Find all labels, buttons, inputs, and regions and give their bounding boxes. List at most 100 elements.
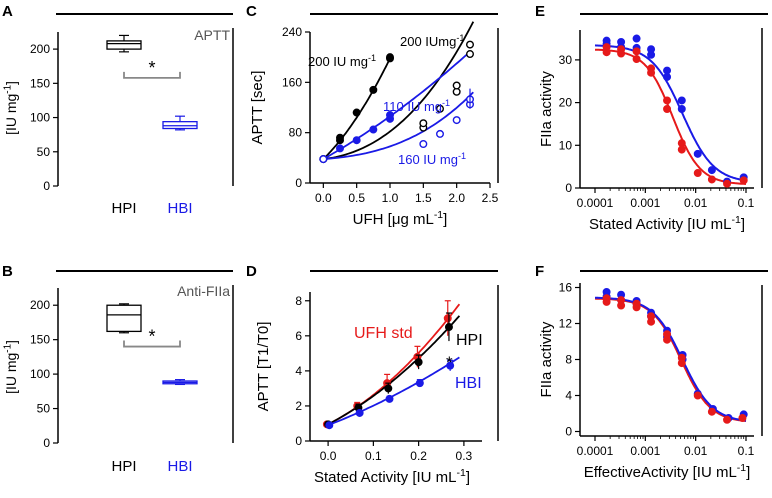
panel-e-letter: E xyxy=(535,3,545,20)
panel-d-fit-line-hpi xyxy=(325,315,461,427)
panel-d-label-hpi: HPI xyxy=(456,332,483,349)
panel-d-fit-line-std xyxy=(325,303,461,427)
panel-f-y-tick-label: 16 xyxy=(559,281,573,295)
panel-e-x-label: Stated Activity [IU mL-1] xyxy=(589,214,745,233)
panel-c-point-s2 xyxy=(336,144,345,153)
panel-d-letter: D xyxy=(246,263,257,280)
panel-d-x-tick-label: 0.3 xyxy=(456,449,473,463)
panel-c-point-s0 xyxy=(369,85,378,94)
panel-d-point-hbi xyxy=(415,379,424,388)
panel-d-point-hbi xyxy=(446,361,455,370)
panel-c-point-s3 xyxy=(419,139,428,148)
panel-c-point-s1 xyxy=(419,119,428,128)
panel-d-point-hpi xyxy=(384,384,393,393)
panel-c-fit-line xyxy=(322,58,391,160)
panel-e-point-std xyxy=(693,169,702,178)
panel-a-category-hpi: HPI xyxy=(111,200,136,217)
panel-b-letter: B xyxy=(2,263,13,280)
panel-d-y-tick-label: 8 xyxy=(295,294,302,308)
panel-f-point-std xyxy=(693,391,702,400)
panel-b-y-tick-label: 200 xyxy=(30,298,50,312)
panel-e-point-std xyxy=(707,175,716,184)
panel-e-point-std xyxy=(632,47,641,56)
panel-e-point-hbi xyxy=(677,104,686,113)
panel-c-x-tick-label: 1.5 xyxy=(415,191,432,205)
panel-a-y-tick-label: 50 xyxy=(37,145,51,159)
panel-e-point-hbi xyxy=(663,66,672,75)
panel-c-point-s0 xyxy=(352,108,361,117)
panel-f-x-tick-label: 0.001 xyxy=(630,444,660,458)
panel-e-x-tick-label: 0.1 xyxy=(738,196,755,210)
panel-f-point-std xyxy=(677,359,686,368)
panel-e-point-std xyxy=(663,96,672,105)
panel-e-y-tick-label: 0 xyxy=(565,181,572,195)
panel-a-significance-mark: * xyxy=(148,58,155,78)
panel-e-y-tick-label: 30 xyxy=(559,53,573,67)
panel-c-label-110: 110 IU mg-1 xyxy=(383,98,450,114)
panel-d-y-label: APTT [T1/T0] xyxy=(255,322,272,412)
panel-e-point-std xyxy=(602,48,611,57)
panel-b-title: Anti-FIIa xyxy=(177,283,230,299)
panel-b-y-tick-label: 50 xyxy=(37,402,51,416)
panel-a-y-tick-label: 150 xyxy=(30,76,50,90)
panel-d-x-tick-label: 0.0 xyxy=(320,449,337,463)
panel-d-point-hbi xyxy=(385,394,394,403)
panel-b-category-hpi: HPI xyxy=(111,458,136,475)
panel-a-title: APTT xyxy=(194,27,230,43)
panel-a-y-tick-label: 0 xyxy=(43,179,50,193)
panel-e-point-hbi xyxy=(647,50,656,59)
panel-c-x-label: UFH [μg mL-1] xyxy=(353,209,448,228)
panel-c-label-200-open: 200 IUmg-1 xyxy=(400,33,464,49)
panel-b-category-hbi: HBI xyxy=(167,458,192,475)
panel-c-point-s2 xyxy=(386,111,395,120)
panel-a-significance-bracket xyxy=(123,71,181,79)
panel-e-y-tick-label: 10 xyxy=(559,138,573,152)
panel-d-significance-mark: * xyxy=(446,353,453,372)
panel-e-point-hbi xyxy=(632,34,641,43)
panel-f-point-std xyxy=(723,415,732,424)
panel-c-point-s0 xyxy=(336,133,345,142)
panel-c-point-s1 xyxy=(436,104,445,113)
panel-f-x-tick-label: 0.1 xyxy=(738,444,755,458)
panel-e-x-tick-label: 0.0001 xyxy=(577,196,614,210)
panel-c-point-s1 xyxy=(452,81,461,90)
panel-c-letter: C xyxy=(246,3,257,20)
panel-a-category-hbi: HBI xyxy=(167,200,192,217)
panel-a-letter: A xyxy=(2,3,13,20)
panel-c-y-tick-label: 240 xyxy=(282,25,302,39)
panel-f-fit-curve-std xyxy=(594,297,747,422)
panel-e-point-std xyxy=(663,104,672,113)
panel-d-y-tick-label: 0 xyxy=(295,434,302,448)
panel-f-y-tick-label: 0 xyxy=(565,425,572,439)
panel-b-y-tick-label: 100 xyxy=(30,367,50,381)
panel-d-point-std xyxy=(443,314,452,323)
panel-e-point-std xyxy=(677,145,686,154)
panel-b-box-hpi xyxy=(106,304,142,333)
panel-c-x-tick-label: 0.5 xyxy=(348,191,365,205)
panel-a-box-hpi xyxy=(106,40,142,50)
panel-d-x-tick-label: 0.2 xyxy=(410,449,427,463)
panel-c-point-s2 xyxy=(352,136,361,145)
panel-d-label-ufh-std: UFH std xyxy=(354,325,413,342)
panel-f-x-label: EffectiveActivity [IU mL-1] xyxy=(584,462,751,481)
panel-b-y-label: [IU mg-1] xyxy=(2,340,19,394)
panel-e-point-hbi xyxy=(677,96,686,105)
panel-c-point-s1 xyxy=(466,50,475,59)
panel-d-y-tick-label: 6 xyxy=(295,329,302,343)
panel-f-fit-curve-hbi xyxy=(595,296,747,422)
panel-c-y-tick-label: 0 xyxy=(295,176,302,190)
panel-d-label-hbi: HBI xyxy=(455,375,482,392)
panel-f-point-std xyxy=(707,407,716,416)
panel-f-x-tick-label: 0.0001 xyxy=(577,444,614,458)
panel-f-y-tick-label: 4 xyxy=(565,389,572,403)
panel-e-x-tick-label: 0.01 xyxy=(684,196,708,210)
panel-c-x-tick-label: 1.0 xyxy=(382,191,399,205)
panel-f-point-std xyxy=(632,303,641,312)
panel-a-y-tick-label: 100 xyxy=(30,111,50,125)
panel-e-point-std xyxy=(632,55,641,64)
panel-f-point-std xyxy=(663,335,672,344)
panel-c-x-tick-label: 2.5 xyxy=(482,191,499,205)
panel-d-x-tick-label: 0.1 xyxy=(365,449,382,463)
panel-b-significance-mark: * xyxy=(148,327,155,347)
panel-d-y-tick-label: 2 xyxy=(295,399,302,413)
